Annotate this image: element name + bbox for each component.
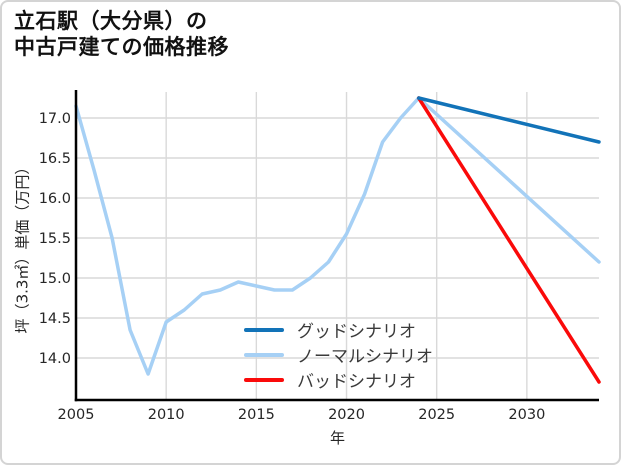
legend-item-good-scenario: グッドシナリオ — [244, 317, 433, 342]
legend: グッドシナリオ ノーマルシナリオ バッドシナリオ — [244, 317, 433, 392]
y-tick-label: 14.0 — [39, 351, 71, 367]
series-line-bad-scenario — [416, 96, 601, 384]
legend-swatch-normal-scenario — [244, 352, 284, 357]
legend-swatch-good-scenario — [244, 327, 284, 332]
y-tick-label: 16.5 — [39, 151, 71, 167]
legend-label-normal-scenario: ノーマルシナリオ — [297, 347, 433, 367]
x-tick-label: 2030 — [508, 407, 545, 423]
y-tick-label: 16.0 — [39, 191, 71, 207]
legend-label-good-scenario: グッドシナリオ — [297, 322, 416, 342]
legend-label-bad-scenario: バッドシナリオ — [297, 372, 416, 392]
y-tick-label: 15.5 — [39, 231, 71, 247]
x-tick-label: 2015 — [238, 407, 275, 423]
chart-title-line1: 立石駅（大分県）の — [14, 9, 208, 33]
y-tick-label: 17.0 — [39, 111, 71, 127]
legend-swatch-bad-scenario — [244, 377, 284, 382]
x-tick-label: 2005 — [58, 407, 95, 423]
legend-item-bad-scenario: バッドシナリオ — [244, 367, 433, 392]
chart-title: 立石駅（大分県）の 中古戸建ての価格推移 — [14, 8, 229, 60]
y-axis-label: 坪（3.3㎡）単価（万円） — [13, 159, 32, 334]
y-tick-label: 14.5 — [39, 311, 71, 327]
x-tick-label: 2010 — [148, 407, 185, 423]
y-tick-label: 15.0 — [39, 271, 71, 287]
series-line-good-scenario — [416, 96, 601, 144]
x-tick-label: 2025 — [418, 407, 455, 423]
legend-item-normal-scenario: ノーマルシナリオ — [244, 342, 433, 367]
x-axis-label: 年 — [329, 429, 345, 447]
chart-title-line2: 中古戸建ての価格推移 — [14, 35, 229, 60]
x-tick-label: 2020 — [328, 407, 365, 423]
series-line-normal-scenario — [74, 96, 601, 376]
